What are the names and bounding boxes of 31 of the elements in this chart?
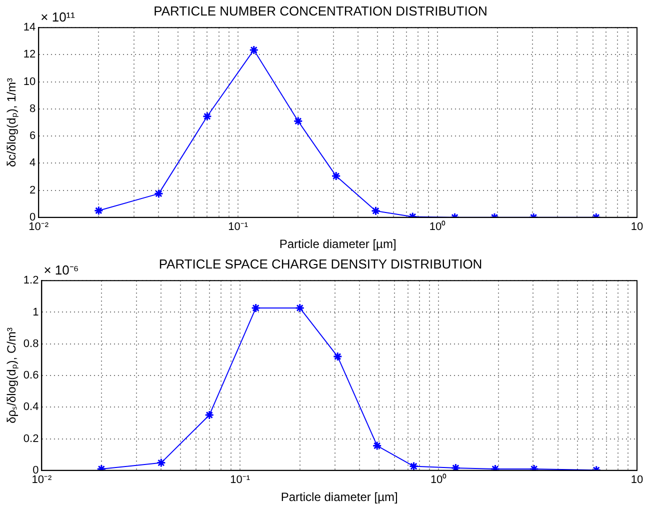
y-tick-label: 0.8: [23, 338, 39, 350]
y-tick-label: 0.6: [23, 370, 39, 382]
y-tick-label: 10: [23, 76, 36, 88]
y-axis-title: δρₛ/δlog(dₚ), C/m³: [4, 328, 19, 424]
y-tick-label: 8: [30, 102, 36, 115]
x-axis-title: Particle diameter [µm]: [279, 237, 396, 252]
y-tick-label: 12: [23, 48, 36, 61]
x-tick-label: 10⁰: [429, 220, 446, 234]
y-tick-label: 0: [32, 464, 39, 476]
y-tick-label: 0.4: [23, 401, 39, 414]
y-tick-label: 6: [30, 130, 36, 142]
x-tick-label: 10: [630, 474, 644, 486]
chart-title: PARTICLE SPACE CHARGE DENSITY DISTRIBUTION: [158, 256, 482, 272]
chart-title: PARTICLE NUMBER CONCENTRATION DISTRIBUTION: [154, 3, 488, 18]
y-tick-label: 0: [30, 211, 36, 224]
x-tick-label: 10: [630, 221, 644, 234]
text: × 10¹¹: [40, 10, 76, 25]
text: × 10⁻⁶: [44, 262, 79, 278]
y-tick-label: 2: [30, 184, 36, 196]
y-tick-label: 4: [30, 157, 36, 170]
y-tick-label: 1: [32, 306, 39, 318]
y-axis-title: δc/δlog(dₚ), 1/m³: [4, 78, 19, 168]
x-tick-label: 10⁰: [430, 473, 447, 486]
y-tick-label: 1.2: [23, 274, 39, 287]
x-tick-label: 10⁻²: [28, 221, 49, 234]
x-axis-title: Particle diameter [µm]: [280, 490, 398, 504]
x-tick-label: 10⁻¹: [230, 474, 250, 486]
y-tick-label: 0.2: [23, 432, 39, 445]
x-tick-label: 10⁻²: [32, 474, 52, 486]
y-tick-label: 14: [23, 22, 36, 34]
x-tick-label: 10⁻¹: [228, 221, 248, 234]
